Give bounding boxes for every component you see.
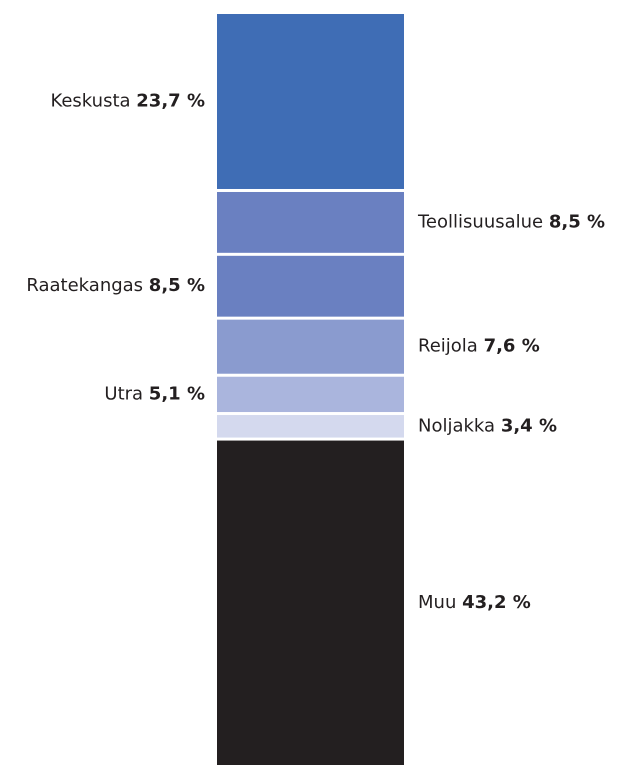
segment-value: 7,6 % — [484, 336, 540, 357]
segment-name: Raatekangas — [26, 275, 143, 296]
segment-label: Keskusta 23,7 % — [50, 90, 205, 111]
segment-value: 43,2 % — [462, 592, 531, 613]
bar-segment — [217, 319, 404, 374]
segment-label: Muu 43,2 % — [418, 592, 531, 613]
segment-name: Keskusta — [50, 90, 130, 111]
bar-segment — [217, 415, 404, 438]
segment-name: Reijola — [418, 336, 478, 357]
bar-segment — [217, 191, 404, 253]
bar-segment — [217, 14, 404, 189]
segment-value: 8,5 % — [149, 275, 205, 296]
segment-value: 3,4 % — [501, 415, 557, 436]
bar-segment — [217, 376, 404, 413]
segment-name: Utra — [104, 383, 143, 404]
segment-value: 5,1 % — [149, 383, 205, 404]
segment-label: Reijola 7,6 % — [418, 336, 540, 357]
segment-label: Utra 5,1 % — [104, 383, 205, 404]
segment-label: Noljakka 3,4 % — [418, 415, 557, 436]
segment-value: 8,5 % — [549, 211, 605, 232]
bar-segment — [217, 440, 404, 765]
segment-label: Raatekangas 8,5 % — [26, 275, 205, 296]
segment-name: Teollisuusalue — [417, 211, 543, 232]
bar-segment — [217, 255, 404, 317]
segment-name: Noljakka — [418, 415, 495, 436]
segment-name: Muu — [418, 592, 456, 613]
segment-value: 23,7 % — [136, 90, 205, 111]
segment-label: Teollisuusalue 8,5 % — [417, 211, 605, 232]
